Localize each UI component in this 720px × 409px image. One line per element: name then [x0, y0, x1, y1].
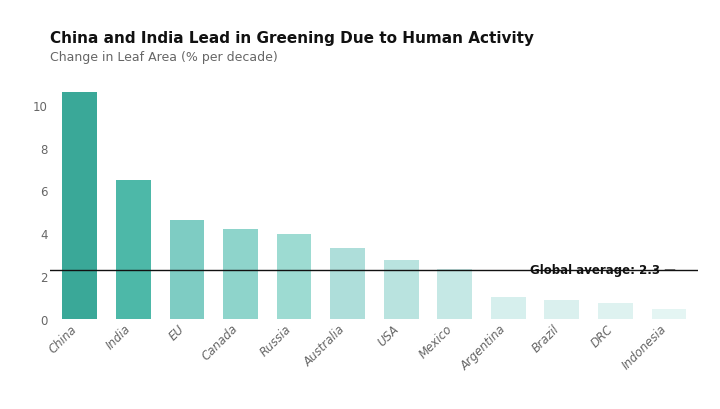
Bar — [223, 229, 258, 319]
Bar — [330, 249, 365, 319]
Bar — [437, 269, 472, 319]
Bar — [598, 303, 633, 319]
Text: Global average: 2.3 —: Global average: 2.3 — — [530, 263, 675, 276]
Bar — [169, 221, 204, 319]
Text: China and India Lead in Greening Due to Human Activity: China and India Lead in Greening Due to … — [50, 31, 534, 46]
Bar — [276, 235, 312, 319]
Bar — [544, 300, 580, 319]
Bar — [116, 180, 150, 319]
Bar — [652, 310, 686, 319]
Bar — [384, 261, 418, 319]
Text: Change in Leaf Area (% per decade): Change in Leaf Area (% per decade) — [50, 51, 278, 64]
Bar — [63, 93, 97, 319]
Bar — [491, 298, 526, 319]
